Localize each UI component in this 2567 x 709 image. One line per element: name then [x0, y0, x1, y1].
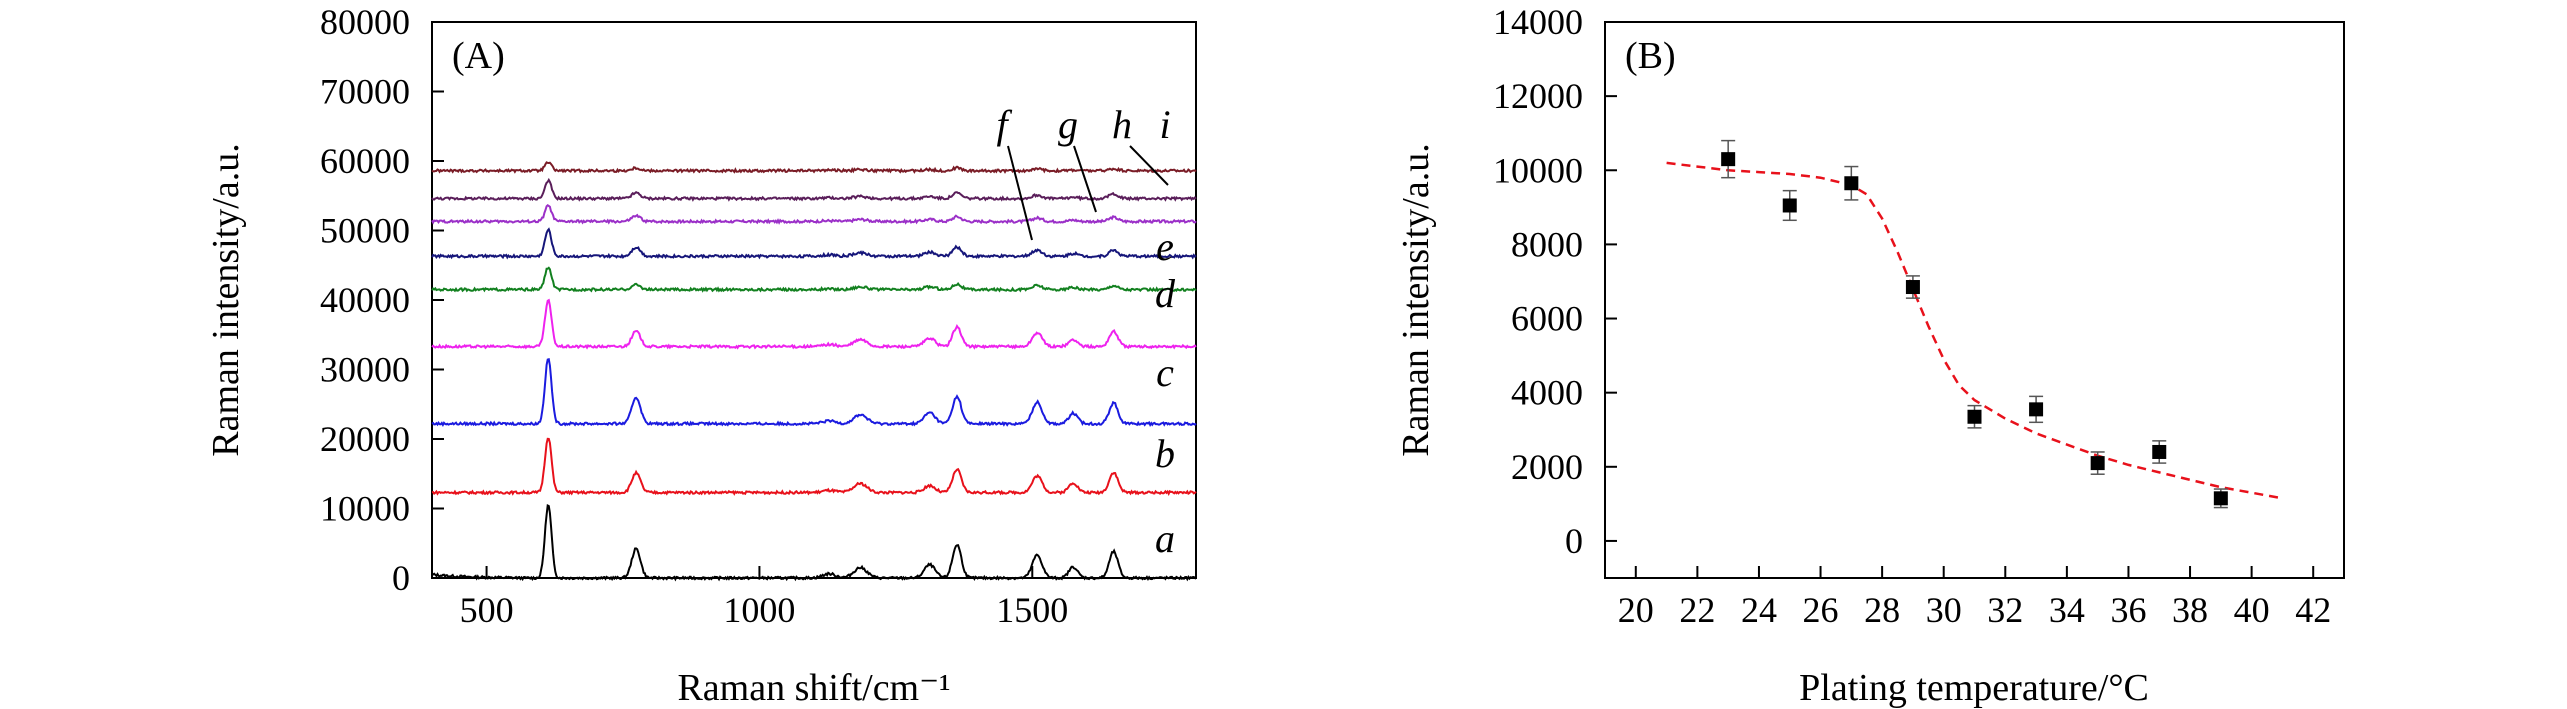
- spectrum-b: [431, 437, 1197, 497]
- fit-curve: [1666, 161, 2283, 500]
- curve-label-i: i: [1159, 102, 1170, 147]
- curve-label-e: e: [1156, 224, 1174, 269]
- panel-a-ytick-label: 70000: [320, 72, 410, 112]
- panel-a-ytick-label: 40000: [320, 280, 410, 320]
- panel-b-xtick-label: 40: [2234, 590, 2270, 630]
- spectrum-i: [431, 161, 1197, 174]
- panel-b-xtick-label: 28: [1864, 590, 1900, 630]
- data-point: [1967, 409, 1982, 424]
- panel-a: (A) Raman shift/cm⁻¹ Raman intensity/a.u…: [205, 2, 1197, 709]
- panel-a-ticks: 500 1000 1500 0 10000 20000 30000 40000 50000 600…: [320, 2, 1068, 630]
- panel-b-ytick-label: 4000: [1511, 373, 1583, 413]
- data-point: [1721, 152, 1736, 167]
- panel-b-xtick-label: 26: [1803, 590, 1839, 630]
- panel-b-xtick-label: 32: [1987, 590, 2023, 630]
- panel-b-xtick-label: 24: [1741, 590, 1777, 630]
- panel-a-label: (A): [452, 35, 505, 77]
- panel-a-ytick-label: 60000: [320, 141, 410, 181]
- curve-label-g: g: [1058, 102, 1078, 147]
- spectrum-e: [431, 266, 1197, 293]
- panel-a-ytick-label: 50000: [320, 211, 410, 251]
- panel-b-ytick-label: 6000: [1511, 299, 1583, 339]
- spectrum-f: [431, 227, 1197, 260]
- panel-b-xlabel: Plating temperature/°C: [1799, 667, 2149, 709]
- data-point: [2090, 456, 2105, 471]
- data-point: [2152, 444, 2167, 459]
- spectrum-h: [431, 177, 1197, 202]
- panel-b-ytick-label: 12000: [1493, 76, 1583, 116]
- panel-b-xtick-label: 42: [2295, 590, 2331, 630]
- panel-a-xtick-label: 500: [460, 590, 514, 630]
- panel-b-xtick-label: 20: [1618, 590, 1654, 630]
- data-point: [1782, 198, 1797, 213]
- spectrum-a: [431, 504, 1197, 582]
- panel-a-frame: [431, 21, 1197, 579]
- spectrum-g: [431, 204, 1197, 225]
- panel-a-xtick-label: 1500: [996, 590, 1068, 630]
- panel-b-xtick-label: 38: [2172, 590, 2208, 630]
- panel-b-xtick-label: 22: [1679, 590, 1715, 630]
- panel-b-ytick-label: 8000: [1511, 224, 1583, 264]
- curve-label-a: a: [1155, 516, 1175, 561]
- leader-line-f: [1007, 145, 1033, 241]
- panel-b-fit: [1666, 161, 2283, 500]
- panel-a-ytick-label: 30000: [320, 350, 410, 390]
- curve-label-d: d: [1155, 271, 1176, 316]
- panel-b-ytick-label: 2000: [1511, 447, 1583, 487]
- panel-a-ytick-label: 10000: [320, 489, 410, 529]
- panel-b-ylabel: Raman intensity/a.u.: [1395, 143, 1437, 456]
- panel-b-xtick-label: 34: [2049, 590, 2085, 630]
- panel-b-frame: [1604, 21, 2345, 579]
- panel-a-xtick-label: 1000: [723, 590, 795, 630]
- leader-line-g: [1073, 145, 1097, 213]
- spectrum-d: [431, 298, 1197, 350]
- panel-b-xtick-label: 30: [1926, 590, 1962, 630]
- panel-b-ytick-label: 10000: [1493, 150, 1583, 190]
- panel-b-label: (B): [1625, 35, 1676, 77]
- panel-a-ylabel: Raman intensity/a.u.: [205, 143, 247, 456]
- panel-a-ytick-label: 80000: [320, 2, 410, 42]
- panel-b-ytick-label: 14000: [1493, 2, 1583, 42]
- data-point: [2029, 402, 2044, 417]
- panel-a-ytick-label: 0: [392, 558, 410, 598]
- panel-b-ytick-label: 0: [1565, 521, 1583, 561]
- curve-label-b: b: [1155, 431, 1175, 476]
- leader-line-h: [1129, 145, 1169, 186]
- panel-b-points: [1721, 139, 2228, 509]
- panel-a-xlabel: Raman shift/cm⁻¹: [677, 667, 950, 709]
- panel-b-ticks: 20 22 24 26 28 30 32 34 36 38 40 42 0 2000 4000 6000 800…: [1493, 2, 2331, 630]
- curve-label-h: h: [1112, 102, 1132, 147]
- panel-b: (B) Plating temperature/°C Raman intensi…: [1395, 2, 2345, 709]
- spectrum-c: [431, 358, 1197, 427]
- data-point: [2213, 491, 2228, 506]
- panel-a-ytick-label: 20000: [320, 419, 410, 459]
- curve-label-f: f: [996, 102, 1012, 147]
- curve-label-c: c: [1156, 350, 1174, 395]
- data-point: [1844, 176, 1859, 191]
- data-point: [1905, 280, 1920, 295]
- panel-a-spectra: [431, 161, 1197, 582]
- panel-b-xtick-label: 36: [2110, 590, 2146, 630]
